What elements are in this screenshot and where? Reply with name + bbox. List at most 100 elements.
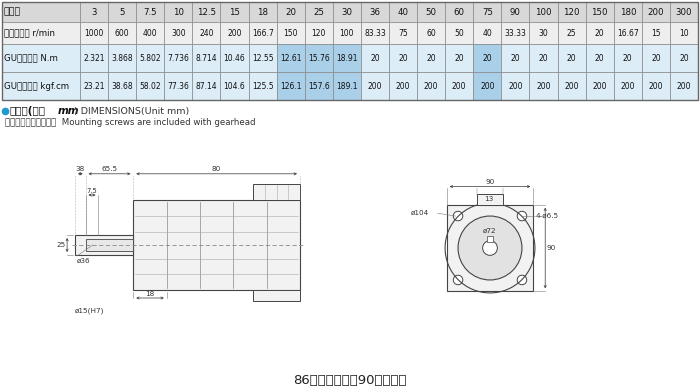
Text: 38.68: 38.68 <box>111 82 133 91</box>
Bar <box>529 44 557 72</box>
Circle shape <box>517 211 526 221</box>
Text: 50: 50 <box>426 7 437 16</box>
Text: 100: 100 <box>536 7 552 16</box>
Text: 40: 40 <box>482 29 492 38</box>
Text: 150: 150 <box>592 7 608 16</box>
Bar <box>487 236 493 241</box>
Text: 126.1: 126.1 <box>280 82 302 91</box>
Bar <box>529 2 557 22</box>
Text: 减速器附有安装用螺丝  Mounting screws are included with gearhead: 减速器附有安装用螺丝 Mounting screws are included … <box>5 118 256 127</box>
Text: 104.6: 104.6 <box>223 82 246 91</box>
Text: 20: 20 <box>595 29 605 38</box>
Bar <box>586 72 614 100</box>
Bar <box>136 2 164 22</box>
Text: 20: 20 <box>426 53 436 62</box>
Text: 36: 36 <box>370 7 381 16</box>
Text: ø36: ø36 <box>77 258 91 264</box>
Text: 200: 200 <box>620 82 635 91</box>
Bar <box>75 235 134 255</box>
Text: 25: 25 <box>56 242 66 248</box>
Bar <box>477 194 503 205</box>
Bar <box>417 44 445 72</box>
Text: 12.55: 12.55 <box>252 53 274 62</box>
Text: 166.7: 166.7 <box>252 29 274 38</box>
Bar <box>417 2 445 22</box>
Text: 5.802: 5.802 <box>139 53 161 62</box>
Text: 100: 100 <box>340 29 354 38</box>
Text: 10.46: 10.46 <box>223 53 246 62</box>
Text: 4-ø6.5: 4-ø6.5 <box>536 213 559 219</box>
Bar <box>501 44 529 72</box>
Text: 输出轴转速 r/min: 输出轴转速 r/min <box>4 29 55 38</box>
Bar <box>304 2 332 22</box>
Bar <box>2 2 698 100</box>
Text: 240: 240 <box>199 29 213 38</box>
Bar <box>670 22 698 44</box>
Bar <box>529 72 557 100</box>
Bar <box>614 44 642 72</box>
Bar <box>361 44 389 72</box>
Text: 2.321: 2.321 <box>83 53 105 62</box>
Text: 30: 30 <box>342 7 352 16</box>
Bar <box>332 22 361 44</box>
Text: 30: 30 <box>538 29 548 38</box>
Bar <box>248 2 276 22</box>
Bar <box>557 44 586 72</box>
Bar <box>332 2 361 22</box>
Bar <box>193 44 220 72</box>
Text: GU允许力矩 kgf.cm: GU允许力矩 kgf.cm <box>4 82 69 91</box>
Bar <box>276 2 304 22</box>
Text: 200: 200 <box>395 82 410 91</box>
Bar <box>445 44 473 72</box>
Bar <box>80 72 108 100</box>
Bar <box>557 72 586 100</box>
Text: 13: 13 <box>484 196 494 202</box>
Bar <box>445 2 473 22</box>
Text: 16.67: 16.67 <box>617 29 638 38</box>
Bar <box>614 72 642 100</box>
Bar <box>642 2 670 22</box>
Bar <box>586 2 614 22</box>
Text: 600: 600 <box>115 29 130 38</box>
Bar <box>614 2 642 22</box>
Bar <box>193 72 220 100</box>
Text: mm: mm <box>58 106 80 116</box>
Text: GU允许力矩 N.m: GU允许力矩 N.m <box>4 53 58 62</box>
Bar <box>136 44 164 72</box>
Bar <box>85 239 134 251</box>
Text: 15.76: 15.76 <box>308 53 330 62</box>
Text: ø104: ø104 <box>410 210 429 216</box>
Text: 200: 200 <box>648 7 664 16</box>
Text: 18: 18 <box>257 7 268 16</box>
Bar <box>586 22 614 44</box>
Text: 20: 20 <box>510 53 520 62</box>
Bar <box>108 72 136 100</box>
Text: 20: 20 <box>651 53 661 62</box>
Text: 200: 200 <box>649 82 663 91</box>
Bar <box>389 2 417 22</box>
Bar <box>248 22 276 44</box>
Text: 18.91: 18.91 <box>336 53 358 62</box>
Bar <box>642 44 670 72</box>
Text: 外形图(单位: 外形图(单位 <box>10 106 46 116</box>
Circle shape <box>454 211 463 221</box>
Text: 300: 300 <box>171 29 186 38</box>
Bar <box>253 290 300 301</box>
Bar <box>2 44 80 72</box>
Text: 157.6: 157.6 <box>308 82 330 91</box>
Bar <box>642 22 670 44</box>
Text: 77.36: 77.36 <box>167 82 189 91</box>
Text: 80: 80 <box>212 166 221 172</box>
Text: 20: 20 <box>567 53 576 62</box>
Bar <box>276 72 304 100</box>
Bar <box>361 72 389 100</box>
Bar <box>108 44 136 72</box>
Text: 15: 15 <box>229 7 240 16</box>
Circle shape <box>454 275 463 285</box>
Text: 5: 5 <box>120 7 125 16</box>
Bar <box>332 44 361 72</box>
Text: 60: 60 <box>454 7 465 16</box>
Text: 20: 20 <box>398 53 408 62</box>
Bar <box>108 22 136 44</box>
Bar <box>276 44 304 72</box>
